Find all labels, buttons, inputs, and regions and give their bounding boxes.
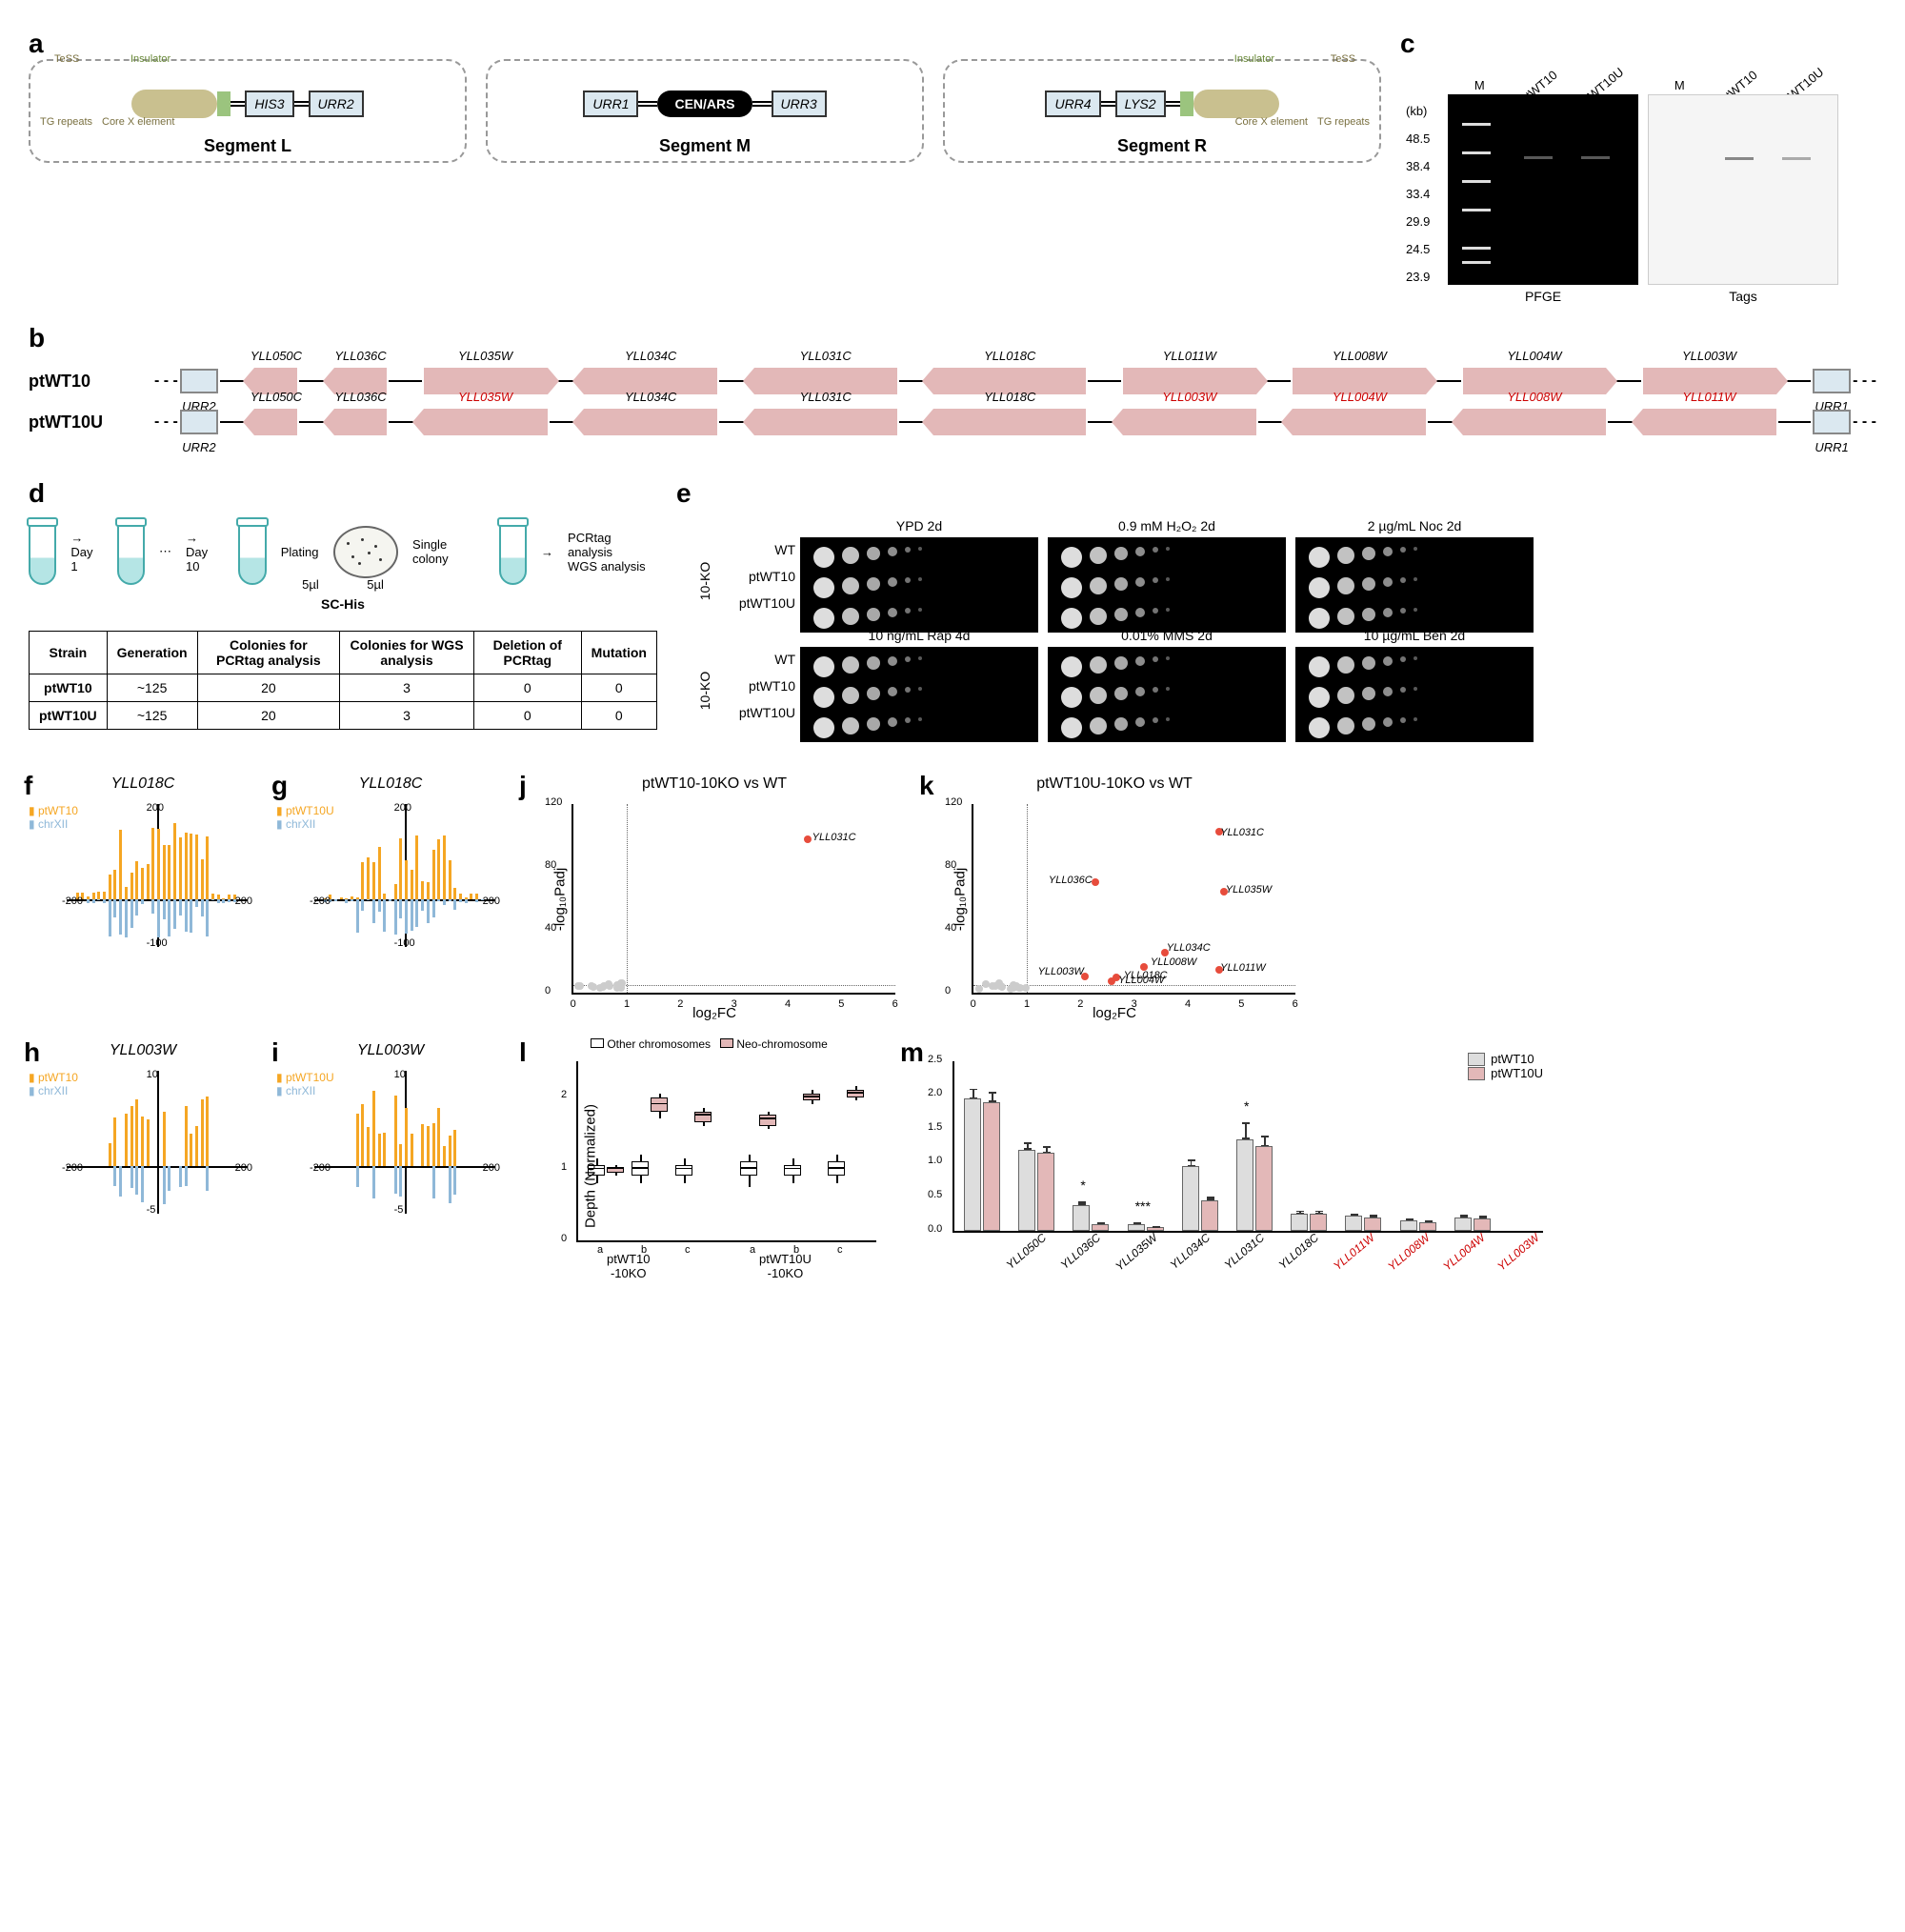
chart-g: g YLL018C ▮ ptWT10U▮ chrXII200-100-20020… bbox=[276, 775, 505, 966]
chart-i: i YLL003W ▮ ptWT10U▮ chrXII10-5-200200 bbox=[276, 1042, 505, 1233]
panel-d: d →Day 1 ⋯ →Day 10 Plating Single colony… bbox=[19, 469, 667, 766]
spot-assay: 2 µg/mL Noc 2d bbox=[1295, 537, 1534, 633]
segment-m: URR1 CEN/ARS URR3 Segment M bbox=[486, 59, 924, 163]
stability-table: StrainGenerationColonies for PCRtag anal… bbox=[29, 631, 657, 730]
volcano-k: k ptWT10U-10KO vs WT -log₁₀Padj log₂FCYL… bbox=[924, 775, 1305, 1023]
spot-assay: YPD 2dWTptWT10ptWT10U10-KO bbox=[800, 537, 1038, 633]
panel-b-label: b bbox=[29, 323, 45, 352]
tube-icon bbox=[117, 518, 145, 585]
gel-pfge: (kb) 48.5 38.4 33.4 29.9 24.5 23.9 bbox=[1448, 94, 1638, 285]
chart-f: f YLL018C ▮ ptWT10▮ chrXII200-100-200200 bbox=[29, 775, 257, 966]
gene-track: ptWT10U- - -URR2YLL050CYLL036CYLL035WYLL… bbox=[29, 409, 1876, 435]
volcano-j: j ptWT10-10KO vs WT -log₁₀Padj log₂FCYLL… bbox=[524, 775, 905, 1023]
gel-tags bbox=[1648, 94, 1838, 285]
bar-chart-m: m log₂(TPM/TPMHIS3+1)ptWT10 ptWT10UYLL05… bbox=[905, 1042, 1553, 1290]
spot-assay: 0.9 mM H₂O₂ 2d bbox=[1048, 537, 1286, 633]
figure: a HIS3 URR2 TeSS TG repeats Core X eleme… bbox=[0, 0, 1905, 1318]
gene-urr2: URR2 bbox=[309, 91, 364, 117]
panel-c-label: c bbox=[1400, 29, 1415, 58]
gene-lys2: LYS2 bbox=[1115, 91, 1166, 117]
plate-icon bbox=[333, 526, 399, 578]
tube-icon bbox=[238, 518, 266, 585]
cen-ars: CEN/ARS bbox=[657, 91, 752, 117]
spot-assay: 0.01% MMS 2d bbox=[1048, 647, 1286, 742]
segment-l: HIS3 URR2 TeSS TG repeats Core X element… bbox=[29, 59, 467, 163]
box-plot-l: l Depth (Normalized)abcabcptWT10 -10KOpt… bbox=[524, 1042, 886, 1290]
gene-track: ptWT10- - -URR2YLL050CYLL036CYLL035WYLL0… bbox=[29, 368, 1876, 394]
panel-d-label: d bbox=[29, 478, 45, 508]
gene-his3: HIS3 bbox=[245, 91, 293, 117]
spot-assay: 10 ng/mL Rap 4dWTptWT10ptWT10U10-KO bbox=[800, 647, 1038, 742]
panel-e: e YPD 2dWTptWT10ptWT10U10-KO0.9 mM H₂O₂ … bbox=[667, 469, 1886, 766]
tube-icon bbox=[29, 518, 56, 585]
panel-e-label: e bbox=[676, 478, 692, 508]
panel-b: b ptWT10- - -URR2YLL050CYLL036CYLL035WYL… bbox=[19, 313, 1886, 469]
panel-a: a HIS3 URR2 TeSS TG repeats Core X eleme… bbox=[19, 19, 1391, 313]
segment-r: URR4 LYS2 TeSS TG repeats Core X element… bbox=[943, 59, 1381, 163]
panel-c: c M ptWT10 ptWT10U (kb) 48.5 38.4 33.4 2… bbox=[1391, 19, 1886, 313]
panel-a-label: a bbox=[29, 29, 44, 58]
chart-h: h YLL003W ▮ ptWT10▮ chrXII10-5-200200 bbox=[29, 1042, 257, 1233]
tube-icon bbox=[499, 518, 527, 585]
spot-assay: 10 µg/mL Ben 2d bbox=[1295, 647, 1534, 742]
